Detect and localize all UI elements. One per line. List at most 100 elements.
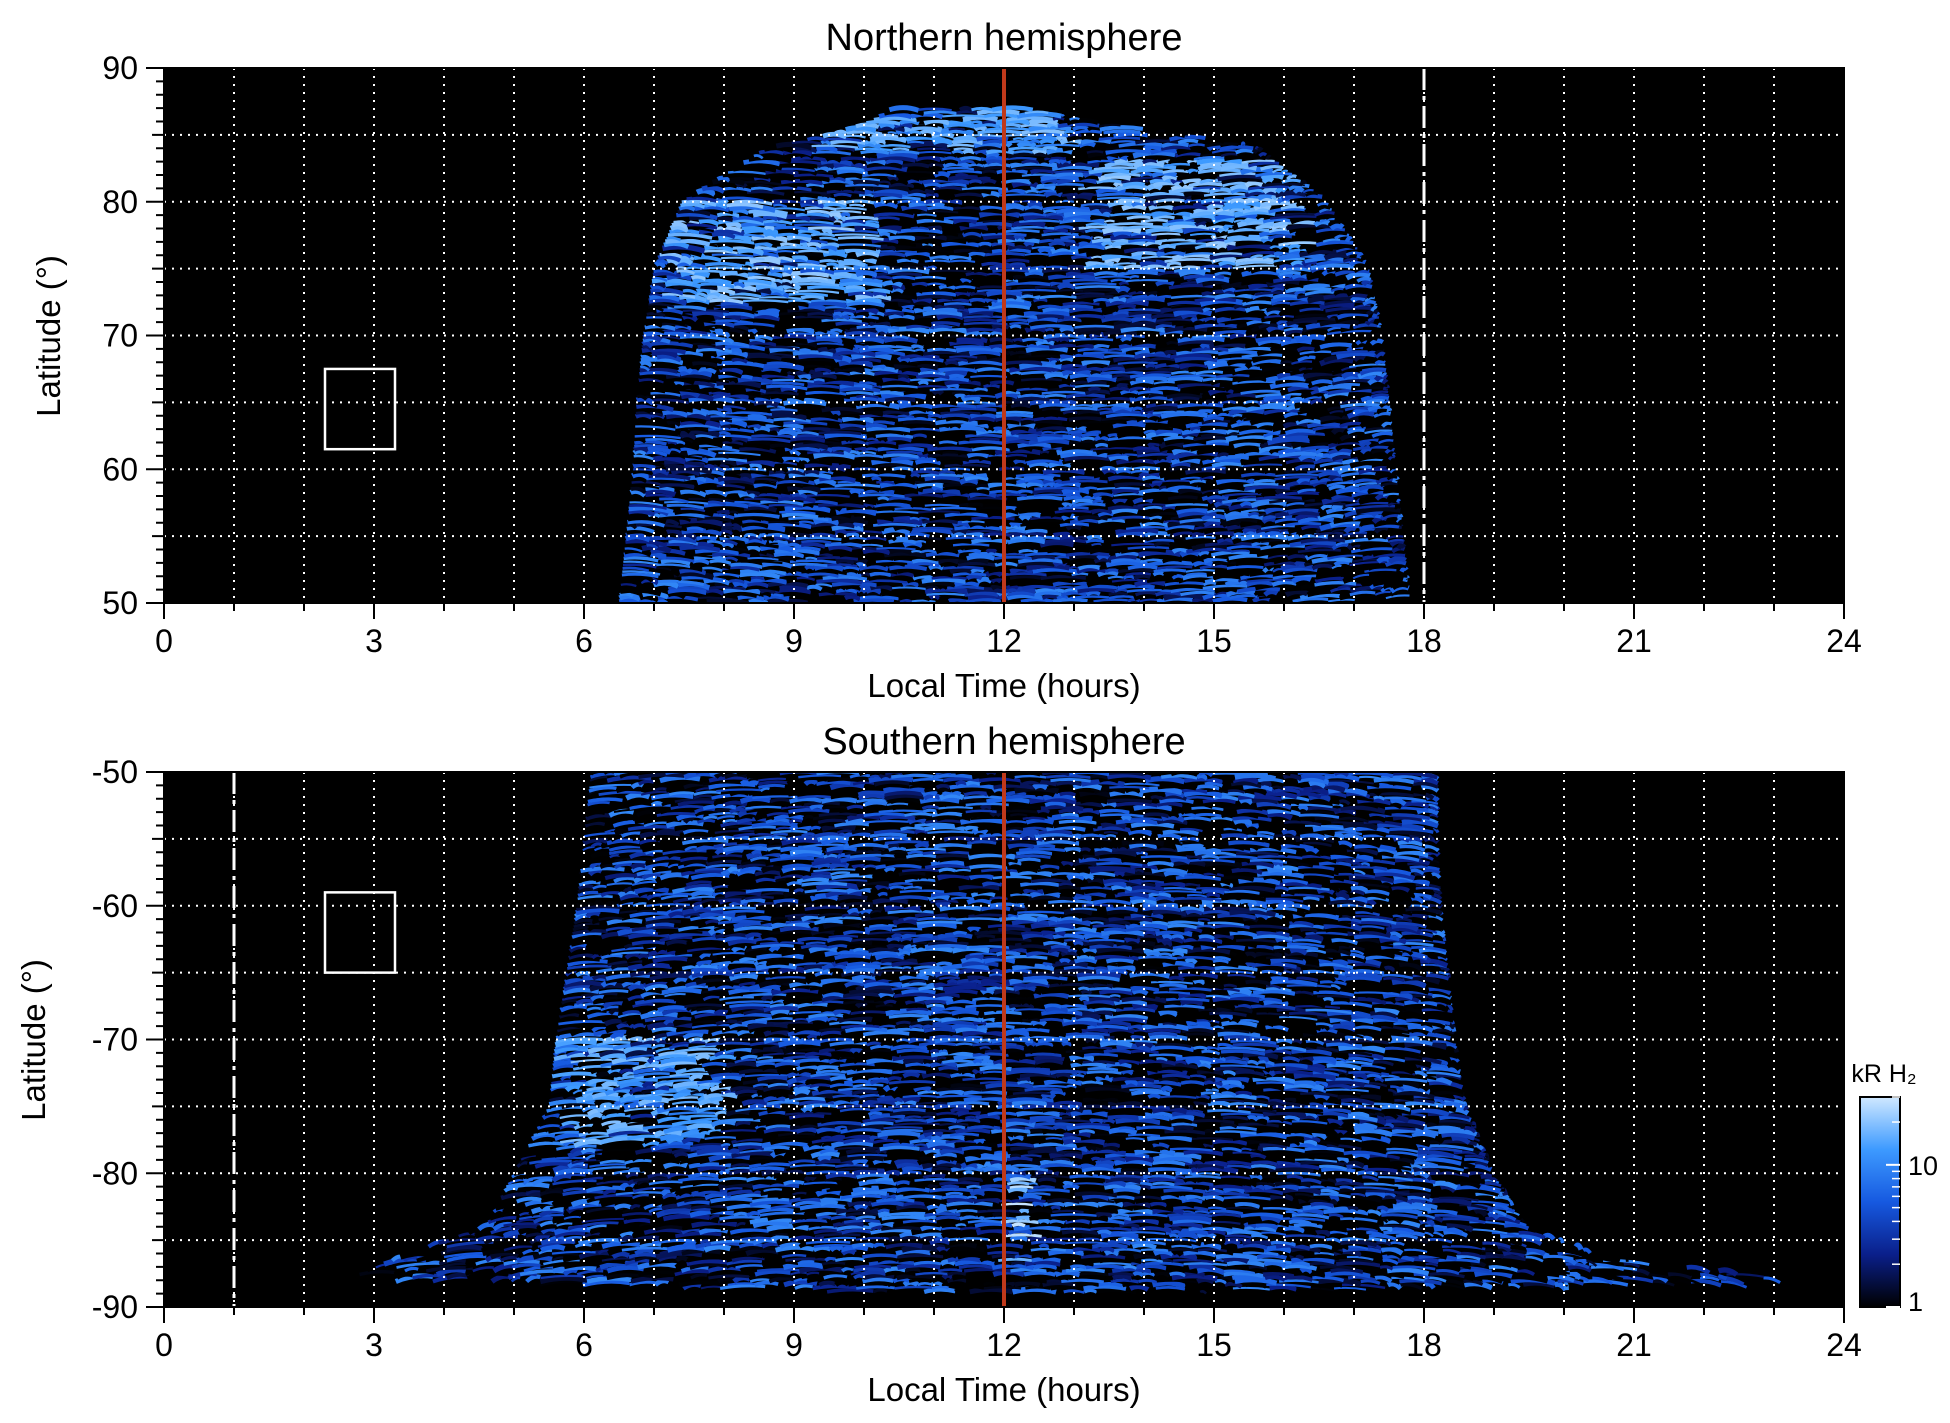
northern-emission-streak bbox=[1185, 535, 1216, 540]
northern-emission-streak bbox=[783, 420, 828, 426]
northern-emission-streak bbox=[758, 529, 770, 535]
northern-emission-streak bbox=[1268, 207, 1306, 214]
southern-emission-streak bbox=[1085, 1264, 1124, 1270]
southern-emission-streak bbox=[763, 1188, 783, 1193]
southern-emission-streak bbox=[524, 1199, 554, 1207]
northern-emission-streak bbox=[1362, 432, 1373, 438]
northern-emission-streak bbox=[1224, 579, 1248, 588]
southern-emission-streak bbox=[660, 1243, 676, 1248]
northern-emission-streak bbox=[1351, 342, 1384, 350]
northern-emission-streak bbox=[1228, 207, 1244, 214]
northern-emission-streak bbox=[727, 170, 766, 176]
northern-emission-streak bbox=[857, 555, 894, 561]
northern-emission-streak bbox=[1367, 534, 1388, 541]
northern-emission-streak bbox=[760, 499, 804, 506]
northern-emission-streak bbox=[635, 408, 651, 414]
southern-emission-streak bbox=[818, 1221, 834, 1228]
northern-emission-streak bbox=[865, 561, 887, 568]
northern-emission-streak bbox=[1222, 498, 1270, 504]
northern-emission-streak bbox=[1145, 430, 1179, 439]
northern-emission-streak bbox=[1330, 502, 1345, 511]
northern-emission-streak bbox=[984, 569, 1004, 578]
northern-emission-streak bbox=[1168, 134, 1206, 142]
northern-emission-streak bbox=[1066, 117, 1099, 126]
northern-emission-streak bbox=[1275, 212, 1315, 217]
northern-emission-streak bbox=[1339, 433, 1358, 442]
northern-emission-streak bbox=[629, 504, 667, 510]
northern-emission-streak bbox=[921, 316, 965, 324]
northern-emission-streak bbox=[1220, 152, 1238, 158]
northern-emission-streak bbox=[1193, 435, 1227, 442]
northern-emission-streak bbox=[1202, 377, 1233, 382]
northern-emission-streak bbox=[979, 410, 997, 415]
northern-emission-streak bbox=[909, 378, 935, 382]
northern-emission-streak bbox=[1063, 312, 1106, 320]
northern-emission-streak bbox=[802, 503, 814, 509]
northern-emission-streak bbox=[1136, 305, 1172, 309]
northern-emission-streak bbox=[925, 546, 942, 551]
southern-emission-streak bbox=[599, 1260, 639, 1270]
northern-emission-streak bbox=[946, 203, 962, 207]
northern-emission-streak bbox=[778, 311, 808, 317]
northern-emission-streak bbox=[1129, 282, 1165, 291]
northern-emission-streak bbox=[1118, 308, 1161, 313]
northern-emission-streak bbox=[1250, 499, 1287, 509]
northern-emission-streak bbox=[1161, 584, 1204, 590]
northern-emission-streak bbox=[667, 232, 713, 240]
northern-emission-streak bbox=[886, 435, 913, 443]
northern-emission-streak bbox=[968, 389, 995, 396]
northern-emission-streak bbox=[897, 374, 910, 380]
northern-emission-streak bbox=[1077, 587, 1116, 594]
northern-emission-streak bbox=[857, 462, 881, 469]
southern-emission-streak bbox=[848, 1281, 888, 1287]
northern-emission-streak bbox=[1030, 299, 1064, 307]
southern-emission-streak bbox=[628, 1252, 657, 1259]
northern-emission-streak bbox=[949, 340, 985, 347]
northern-emission-streak bbox=[1071, 498, 1094, 505]
northern-emission-streak bbox=[792, 220, 834, 225]
northern-emission-streak bbox=[1174, 380, 1211, 385]
southern-emission-streak bbox=[976, 1195, 1019, 1200]
northern-emission-streak bbox=[1121, 179, 1149, 184]
northern-emission-streak bbox=[1136, 330, 1160, 336]
northern-emission-streak bbox=[866, 167, 896, 176]
northern-emission-streak bbox=[969, 412, 997, 419]
northern-emission-streak bbox=[1018, 509, 1056, 514]
southern-emission-streak bbox=[628, 1280, 656, 1287]
northern-emission-streak bbox=[782, 148, 813, 157]
northern-emission-streak bbox=[1209, 378, 1234, 386]
northern-emission-streak bbox=[1057, 336, 1071, 343]
northern-emission-streak bbox=[1361, 367, 1386, 372]
northern-emission-streak bbox=[739, 571, 781, 580]
northern-emission-streak bbox=[1272, 435, 1309, 442]
northern-emission-streak bbox=[1380, 415, 1392, 422]
northern-emission-streak bbox=[1031, 349, 1074, 356]
southern-emission-streak bbox=[1503, 1222, 1530, 1231]
northern-emission-streak bbox=[634, 412, 653, 420]
northern-emission-streak bbox=[1233, 289, 1256, 297]
northern-emission-streak bbox=[838, 358, 874, 368]
northern-emission-streak bbox=[1388, 555, 1407, 564]
northern-emission-streak bbox=[1050, 246, 1080, 255]
northern-emission-streak bbox=[845, 183, 890, 188]
southern-emission-streak bbox=[967, 1219, 1002, 1224]
southern-emission-streak bbox=[594, 1193, 633, 1200]
northern-emission-streak bbox=[858, 493, 905, 498]
northern-emission-streak bbox=[1213, 585, 1239, 594]
southern-emission-streak bbox=[1011, 1286, 1057, 1295]
northern-emission-streak bbox=[682, 357, 723, 365]
southern-emission-streak bbox=[1120, 1231, 1166, 1235]
northern-emission-streak bbox=[933, 324, 953, 330]
northern-emission-streak bbox=[1203, 526, 1244, 535]
northern-emission-streak bbox=[1278, 241, 1317, 247]
southern-emission-streak bbox=[935, 1215, 961, 1221]
southern-emission-streak bbox=[826, 1287, 874, 1294]
northern-emission-streak bbox=[656, 563, 691, 569]
northern-emission-streak bbox=[923, 344, 947, 349]
southern-emission-streak bbox=[708, 1214, 720, 1221]
northern-emission-streak bbox=[1298, 453, 1316, 462]
northern-emission-streak bbox=[638, 385, 674, 391]
northern-emission-streak bbox=[1101, 252, 1142, 261]
northern-emission-streak bbox=[1237, 558, 1274, 564]
southern-emission-streak bbox=[1547, 1241, 1573, 1250]
